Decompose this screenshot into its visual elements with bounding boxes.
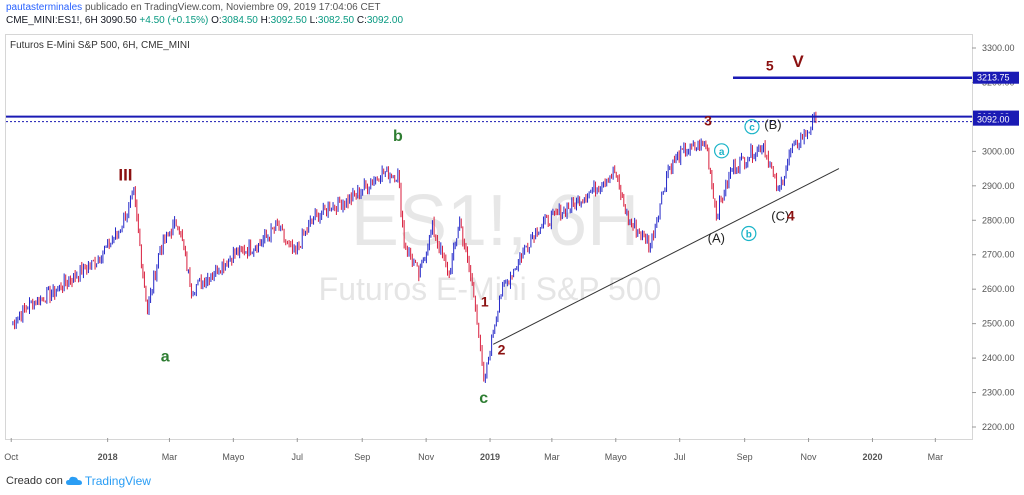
x-tick-label: Nov xyxy=(801,452,818,462)
wave-label: a xyxy=(719,147,725,158)
close-value: 3092.00 xyxy=(366,15,404,26)
x-tick-label: Sep xyxy=(737,452,753,462)
wave-label: V xyxy=(792,52,804,71)
x-tick-label: Jul xyxy=(674,452,686,462)
publication-info: pautasterminales publicado en TradingVie… xyxy=(6,2,381,13)
wave-circle xyxy=(744,119,760,135)
wave-label: a xyxy=(161,349,170,366)
open-label: O: xyxy=(211,15,222,26)
wave-label: c xyxy=(749,123,755,134)
y-tick-label: 2400.00 xyxy=(982,353,1015,363)
wave-label: 4 xyxy=(787,207,795,223)
chart-legend: Futuros E-Mini S&P 500, 6H, CME_MINI xyxy=(10,40,190,51)
symbol-label: CME_MINI:ES1!, 6H xyxy=(6,15,98,26)
x-tick-label: Mayo xyxy=(222,452,244,462)
footer: Creado con TradingView xyxy=(6,474,151,488)
wave-label: b xyxy=(393,128,403,145)
x-tick-label: Sep xyxy=(354,452,370,462)
x-tick-label: 2018 xyxy=(98,452,118,462)
y-tick-label: 3300.00 xyxy=(982,43,1015,53)
created-with-text: Creado con xyxy=(6,475,63,487)
wave-circle xyxy=(741,225,757,242)
y-tick-label: 2200.00 xyxy=(982,422,1015,432)
wave-label: 5 xyxy=(766,57,774,73)
open-value: 3084.50 xyxy=(221,15,258,26)
published-text: publicado en TradingView.com, Noviembre … xyxy=(84,2,381,13)
wave-label: (C) xyxy=(771,208,789,223)
low-value: 3082.50 xyxy=(317,15,355,26)
y-tick-label: 3000.00 xyxy=(982,146,1015,156)
wave-label: (B) xyxy=(764,117,781,132)
watermark-symbol: ES1!, 6H xyxy=(351,181,639,261)
wave-label: 1 xyxy=(481,293,489,309)
y-tick-label: 2700.00 xyxy=(982,250,1015,260)
price-change: +4.50 (+0.15%) xyxy=(139,15,209,26)
x-tick-label: Mar xyxy=(544,452,560,462)
tradingview-cloud-icon xyxy=(65,476,82,485)
wave-label: b xyxy=(746,230,752,241)
price-label-3092-bg xyxy=(973,113,1019,126)
wave-circle xyxy=(713,143,730,159)
chart-frame[interactable] xyxy=(5,34,973,440)
low-label: L: xyxy=(309,15,318,26)
wave-label: c xyxy=(479,390,488,407)
wave-label: III xyxy=(118,166,132,185)
author-link[interactable]: pautasterminales xyxy=(6,2,83,13)
price-label-3092: 3092.00 xyxy=(977,115,1010,125)
tradingview-brand[interactable]: TradingView xyxy=(84,474,151,488)
x-tick-label: Mar xyxy=(928,452,944,462)
x-tick-label: Oct xyxy=(4,452,19,462)
x-tick-label: 2019 xyxy=(480,452,500,462)
y-tick-label: 2900.00 xyxy=(982,181,1015,191)
y-tick-label: 2500.00 xyxy=(982,319,1015,329)
y-tick-label: 2300.00 xyxy=(982,388,1015,398)
trendline xyxy=(492,168,840,345)
x-tick-label: Mar xyxy=(162,452,178,462)
x-tick-label: 2020 xyxy=(862,452,882,462)
close-label: C: xyxy=(356,15,367,26)
x-tick-label: Jul xyxy=(292,452,304,462)
price-label-3213-bg xyxy=(973,71,1019,84)
y-tick-label: 2800.00 xyxy=(982,215,1015,225)
x-tick-label: Mayo xyxy=(605,452,627,462)
wave-label: 3 xyxy=(704,113,712,129)
wave-label: (A) xyxy=(708,231,725,246)
high-value: 3092.50 xyxy=(270,15,307,26)
price-label-3213: 3213.75 xyxy=(977,73,1010,83)
last-price: 3090.50 xyxy=(100,15,137,26)
ohlc-bar: CME_MINI:ES1!, 6H 3090.50 +4.50 (+0.15%)… xyxy=(6,15,403,26)
wave-label: 2 xyxy=(498,342,506,358)
x-tick-label: Nov xyxy=(418,452,435,462)
watermark-name: Futuros E-Mini S&P 500 xyxy=(319,271,662,307)
y-tick-label: 2600.00 xyxy=(982,284,1015,294)
high-label: H: xyxy=(260,15,271,26)
